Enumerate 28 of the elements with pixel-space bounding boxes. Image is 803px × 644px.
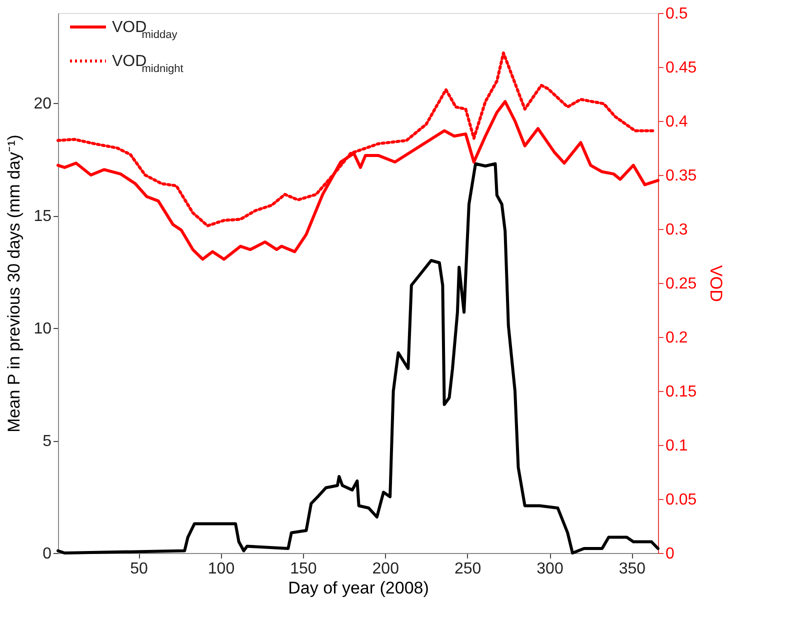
x-tick-label: 150 <box>290 560 317 578</box>
y2-tick-label: 0.05 <box>666 492 697 508</box>
y2-tick-label: 0.4 <box>666 114 688 130</box>
y-axis-title: Mean P in previous 30 days (mm day⁻¹) <box>4 134 24 432</box>
y2-tick-label: 0.3 <box>666 222 688 238</box>
y-tick-label: 0 <box>42 546 52 562</box>
y-tick-label: 5 <box>42 433 52 450</box>
x-tick-label: 200 <box>372 560 400 578</box>
y2-tick-label: 0.2 <box>666 330 688 346</box>
y2-axis-title: VOD <box>706 265 726 302</box>
y2-tick-label: 0.45 <box>666 60 697 76</box>
y2-tick-label: 0.1 <box>666 438 688 454</box>
legend-label: VODmidday <box>112 19 178 41</box>
y-tick-label: 10 <box>34 320 52 338</box>
y2-tick-label: 0.25 <box>666 276 697 292</box>
x-tick-label: 100 <box>208 560 235 578</box>
x-axis-title: Day of year (2008) <box>288 578 429 598</box>
x-tick-label: 50 <box>130 560 148 578</box>
y2-tick-label: 0.15 <box>666 384 697 400</box>
x-tick-label: 300 <box>536 560 564 578</box>
legend-label: VODmidnight <box>112 53 184 75</box>
x-tick-label: 350 <box>618 560 646 578</box>
x-tick-label: 250 <box>454 560 482 578</box>
y2-tick-label: 0.5 <box>666 6 688 22</box>
y-tick-label: 20 <box>34 96 52 112</box>
y-tick-label: 15 <box>34 208 52 225</box>
y2-tick-label: 0 <box>666 546 674 562</box>
y2-tick-label: 0.35 <box>666 168 697 184</box>
